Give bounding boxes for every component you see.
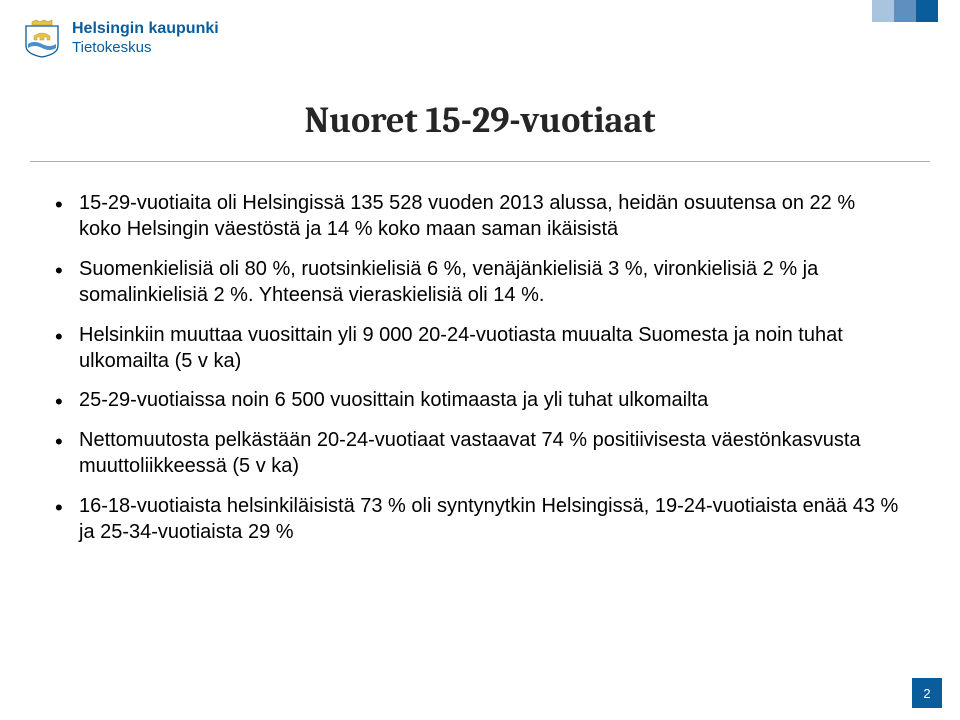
header-org-text: Helsingin kaupunki Tietokeskus — [72, 20, 219, 56]
bullet-item: 25-29-vuotiaissa noin 6 500 vuosittain k… — [55, 387, 900, 413]
title-underline — [30, 161, 930, 162]
bullet-item: 15-29-vuotiaita oli Helsingissä 135 528 … — [55, 190, 900, 243]
bullet-item: Nettomuutosta pelkästään 20-24-vuotiaat … — [55, 427, 900, 480]
title-area: Nuoret 15-29-vuotiaat — [0, 100, 960, 162]
page-number-badge: 2 — [912, 678, 942, 708]
corner-square-1 — [872, 0, 894, 22]
bullet-list: 15-29-vuotiaita oli Helsingissä 135 528 … — [55, 190, 900, 545]
org-name: Helsingin kaupunki — [72, 20, 219, 38]
content-area: 15-29-vuotiaita oli Helsingissä 135 528 … — [55, 190, 900, 558]
helsinki-crest-icon — [22, 18, 62, 58]
page-number: 2 — [923, 686, 930, 701]
corner-square-2 — [894, 0, 916, 22]
header: Helsingin kaupunki Tietokeskus — [22, 18, 219, 58]
corner-square-3 — [916, 0, 938, 22]
org-unit: Tietokeskus — [72, 39, 219, 56]
bullet-item: 16-18-vuotiaista helsinkiläisistä 73 % o… — [55, 493, 900, 546]
slide-title: Nuoret 15-29-vuotiaat — [0, 100, 960, 141]
bullet-item: Helsinkiin muuttaa vuosittain yli 9 000 … — [55, 322, 900, 375]
corner-squares — [872, 0, 938, 22]
slide: Helsingin kaupunki Tietokeskus Nuoret 15… — [0, 0, 960, 720]
bullet-item: Suomenkielisiä oli 80 %, ruotsinkielisiä… — [55, 256, 900, 309]
